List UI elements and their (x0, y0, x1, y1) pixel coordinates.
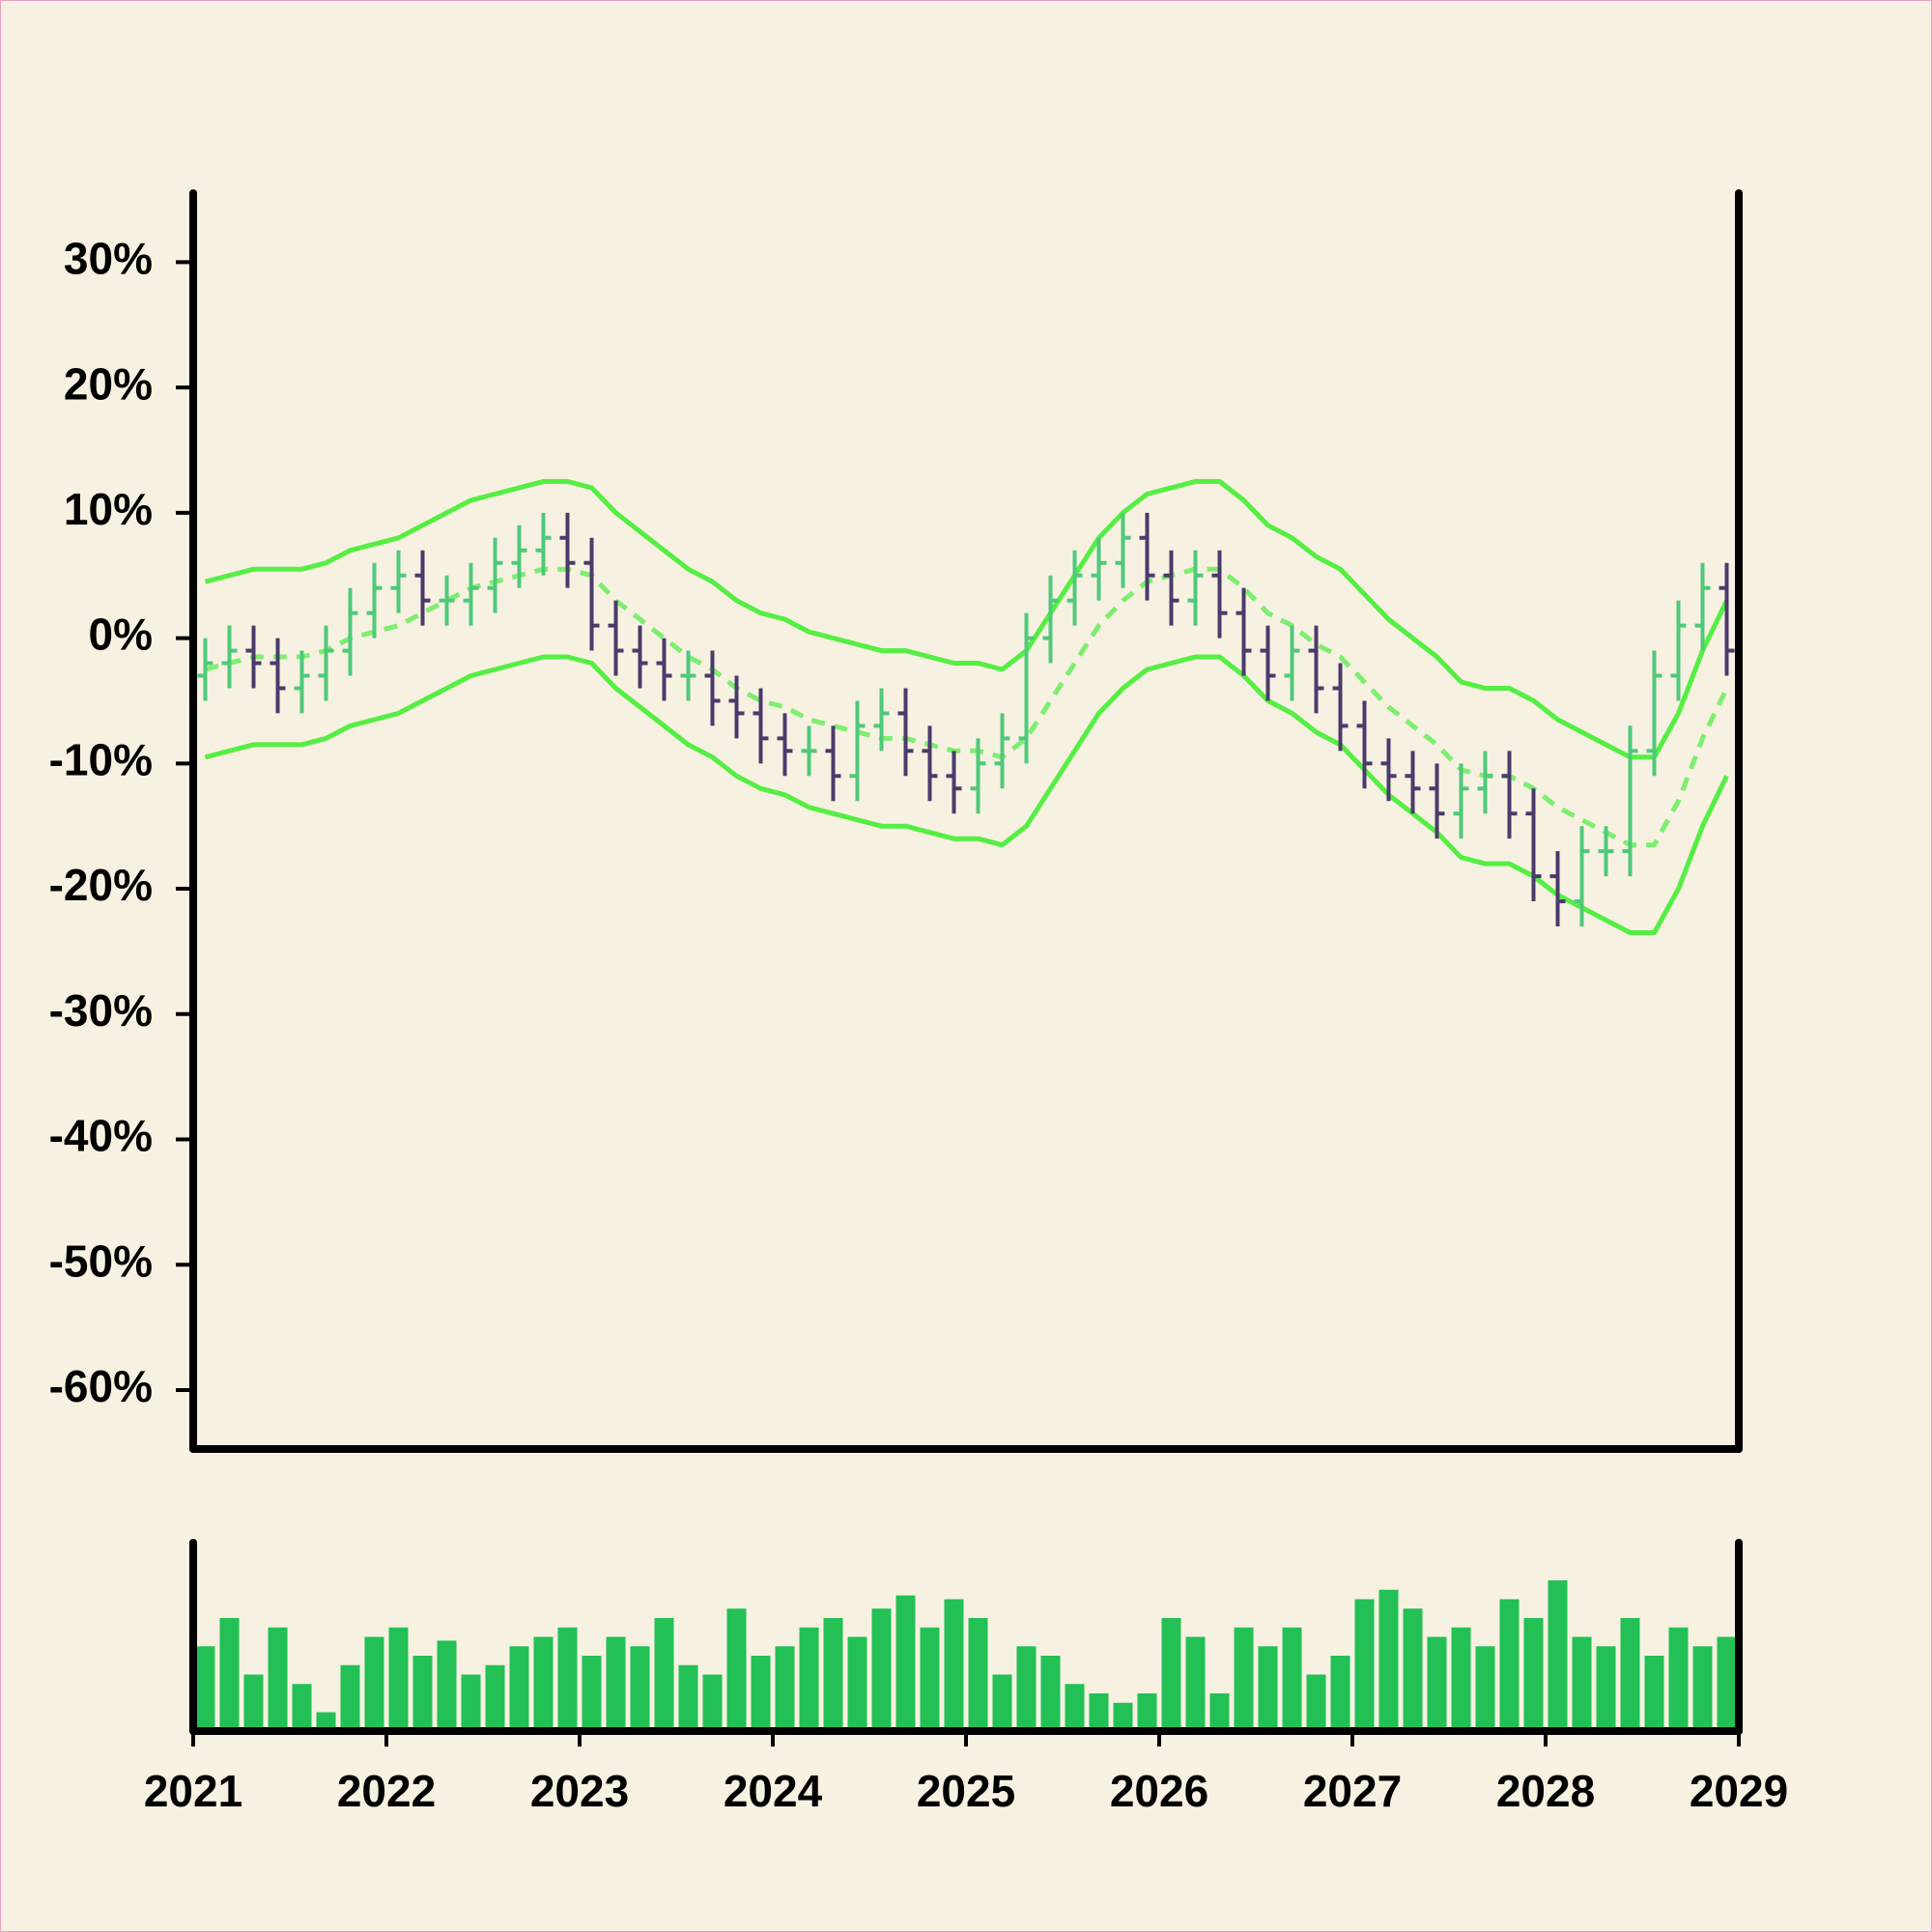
y-tick-label: 10% (64, 484, 153, 534)
volume-bar (316, 1712, 336, 1731)
volume-bar (243, 1674, 264, 1731)
volume-bar (1137, 1693, 1157, 1731)
volume-bar (364, 1636, 384, 1731)
volume-bar (1717, 1636, 1737, 1731)
volume-bar (1692, 1646, 1713, 1731)
volume-bar (1644, 1656, 1664, 1731)
volume-bar (895, 1595, 916, 1731)
volume-bar (1234, 1627, 1254, 1731)
band-upper (204, 478, 1729, 760)
x-tick-label: 2024 (724, 1766, 823, 1816)
volume-bar (1499, 1599, 1520, 1731)
volume-bars (195, 1580, 1737, 1731)
volume-bar (606, 1636, 626, 1731)
volume-bar (944, 1599, 964, 1731)
x-tick-label: 2029 (1690, 1766, 1788, 1816)
volume-bar (630, 1646, 650, 1731)
bands (204, 478, 1729, 935)
y-tick-label: -40% (49, 1111, 153, 1161)
volume-bar (1113, 1702, 1133, 1731)
volume-bar (1065, 1684, 1085, 1731)
volume-bar (1016, 1646, 1037, 1731)
x-tick-label: 2021 (144, 1766, 242, 1816)
volume-bar (388, 1627, 409, 1731)
volume-bar (582, 1656, 602, 1731)
ohlc-bars (197, 512, 1735, 926)
x-tick-label: 2025 (917, 1766, 1015, 1816)
volume-bar (1089, 1693, 1109, 1731)
volume-bar (195, 1646, 215, 1731)
y-tick-label: 20% (64, 358, 153, 409)
volume-bar (654, 1618, 674, 1731)
y-tick-label: -20% (49, 860, 153, 910)
volume-bar (702, 1674, 723, 1731)
band-lower (204, 654, 1729, 935)
band-middle (204, 566, 1729, 848)
y-tick-label: -30% (49, 985, 153, 1036)
x-tick-label: 2023 (530, 1766, 629, 1816)
volume-bar (1040, 1656, 1061, 1731)
volume-bar (823, 1618, 843, 1731)
volume-bar (775, 1646, 795, 1731)
volume-bar (219, 1618, 240, 1731)
y-tick-label: -60% (49, 1361, 153, 1411)
volume-bar (1523, 1618, 1544, 1731)
volume-bar (1209, 1693, 1230, 1731)
volume-bar (751, 1656, 771, 1731)
x-tick-label: 2027 (1303, 1766, 1402, 1816)
volume-bar (1185, 1636, 1206, 1731)
volume-bar (678, 1664, 698, 1731)
y-tick-label: 30% (64, 234, 153, 284)
volume-bar (1596, 1646, 1616, 1731)
x-tick-label: 2028 (1496, 1766, 1595, 1816)
volume-bar (920, 1627, 940, 1731)
y-tick-label: -10% (49, 734, 153, 784)
volume-bar (799, 1627, 819, 1731)
volume-bar (557, 1627, 578, 1731)
volume-bar (533, 1636, 554, 1731)
volume-bar (340, 1664, 360, 1731)
x-tick-label: 2026 (1110, 1766, 1208, 1816)
volume-bar (1668, 1627, 1689, 1731)
volume-bar (1354, 1599, 1375, 1731)
volume-bar (1572, 1636, 1592, 1731)
volume-bar (1475, 1646, 1495, 1731)
volume-bar (412, 1656, 433, 1731)
volume-bar (437, 1640, 457, 1731)
volume-bar (1282, 1627, 1302, 1731)
volume-bar (268, 1627, 288, 1731)
volume-bar (847, 1636, 867, 1731)
volume-bar (485, 1664, 505, 1731)
volume-bar (1330, 1656, 1350, 1731)
volume-bar (1427, 1636, 1447, 1731)
volume-bar (1258, 1646, 1278, 1731)
y-tick-label: 0% (89, 610, 153, 660)
volume-bar (1451, 1627, 1471, 1731)
volume-bar (509, 1646, 529, 1731)
volume-bar (1403, 1608, 1423, 1731)
volume-bar (726, 1608, 747, 1731)
volume-bar (1620, 1618, 1640, 1731)
volume-bar (292, 1684, 312, 1731)
volume-bar (992, 1674, 1012, 1731)
volume-bar (1378, 1589, 1399, 1731)
volume-bar (1306, 1674, 1326, 1731)
volume-bar (968, 1618, 988, 1731)
axes: 30% 20% 10% 0% -10% -20% -30% -40% -50% -60% 2021 2… (49, 189, 1788, 1816)
volume-bar (1161, 1618, 1181, 1731)
volume-bar (871, 1608, 892, 1731)
volume-bar (1548, 1580, 1568, 1731)
y-tick-label: -50% (49, 1236, 153, 1286)
volume-bar (461, 1674, 481, 1731)
x-tick-label: 2022 (337, 1766, 436, 1816)
